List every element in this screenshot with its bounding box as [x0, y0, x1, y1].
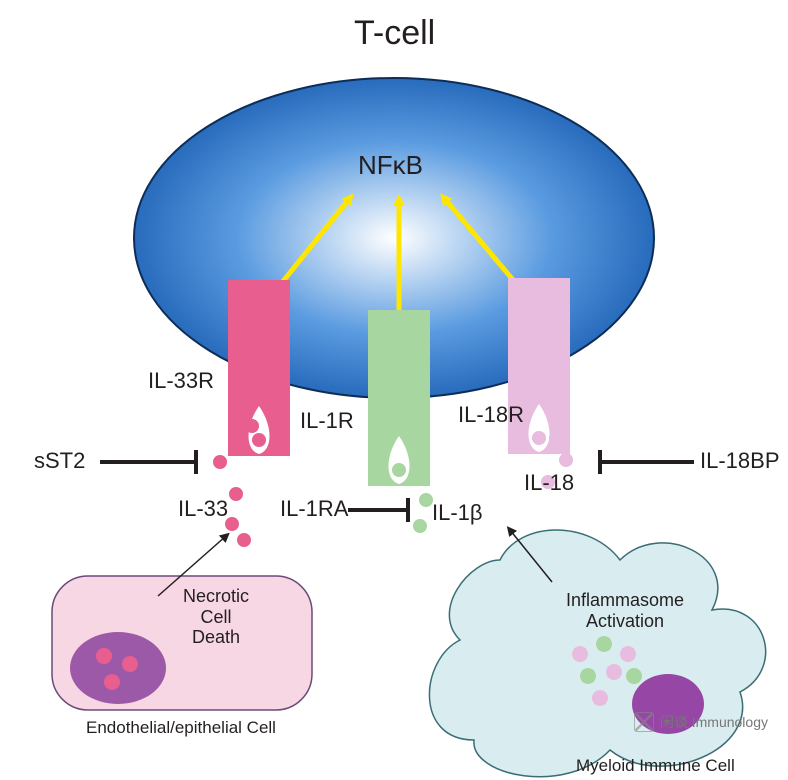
il1r-label: IL-1R: [300, 408, 354, 434]
necrotic-annotation-text: NecroticCellDeath: [183, 586, 249, 647]
il33-label: IL-33: [178, 496, 228, 522]
il33r-receptor: [228, 280, 290, 456]
inflammasome-annotation: InflammasomeActivation: [560, 590, 690, 631]
page-title: T-cell: [354, 14, 435, 53]
il1b-label: IL-1β: [432, 500, 483, 526]
necrotic-annotation: NecroticCellDeath: [176, 586, 256, 648]
il18-label: IL-18: [524, 470, 574, 496]
il33r-label: IL-33R: [148, 368, 214, 394]
endothelial-caption: Endothelial/epithelial Cell: [86, 718, 276, 738]
myeloid-cell: [429, 530, 765, 777]
wechat-icon: [634, 712, 654, 732]
il18bp-label: IL-18BP: [700, 448, 780, 474]
il1ra-label: IL-1RA: [280, 496, 348, 522]
diagram-canvas: [0, 0, 788, 780]
watermark-text: 闲谈 Immunology: [660, 712, 768, 732]
watermark: 闲谈 Immunology: [634, 712, 768, 732]
nfkb-label: NFκB: [358, 150, 423, 181]
il18r-label: IL-18R: [458, 402, 524, 428]
myeloid-caption: Myeloid Immune Cell: [576, 756, 735, 776]
sst2-label: sST2: [34, 448, 85, 474]
il1r-receptor: [368, 310, 430, 486]
inflammasome-annotation-text: InflammasomeActivation: [566, 590, 684, 631]
